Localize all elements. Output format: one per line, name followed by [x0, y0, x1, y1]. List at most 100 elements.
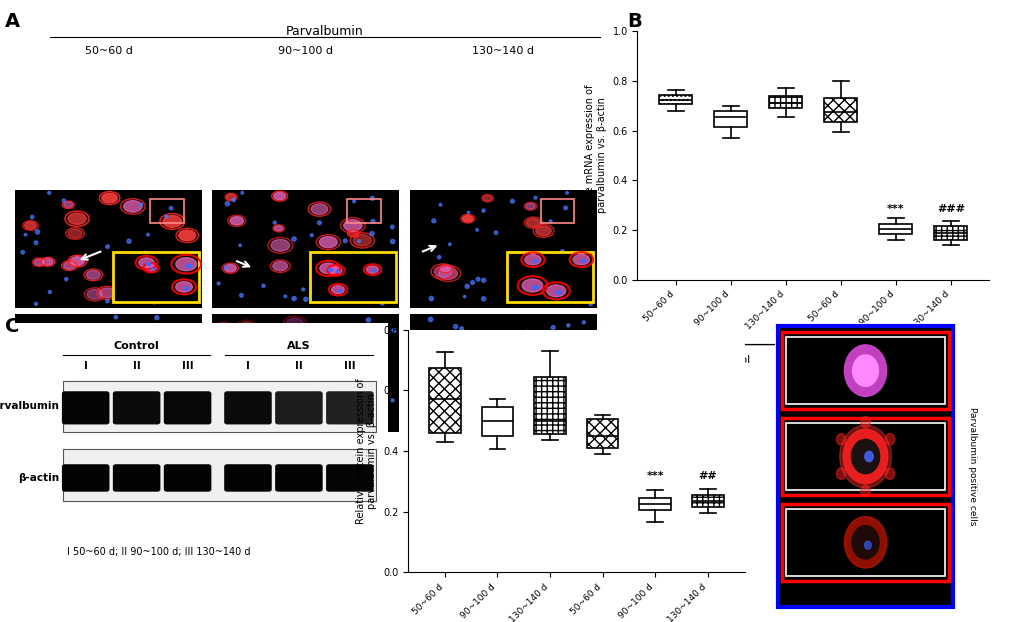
- Point: [225, 195, 242, 205]
- Point: [93, 370, 109, 380]
- Circle shape: [535, 226, 550, 236]
- Bar: [786, 423, 944, 490]
- Point: [230, 417, 247, 427]
- Point: [475, 294, 491, 304]
- Point: [158, 211, 174, 221]
- Text: ##: ##: [698, 471, 716, 481]
- PathPatch shape: [691, 495, 722, 507]
- Point: [140, 230, 156, 239]
- Circle shape: [860, 485, 869, 496]
- Point: [364, 229, 380, 239]
- Circle shape: [111, 340, 123, 348]
- Circle shape: [851, 526, 878, 559]
- Point: [427, 412, 443, 422]
- Point: [423, 294, 439, 304]
- Point: [163, 203, 179, 213]
- Point: [154, 387, 170, 397]
- Y-axis label: Relative protein expression of
parvalbumin vs. β-actin: Relative protein expression of parvalbum…: [356, 378, 377, 524]
- Point: [292, 389, 309, 399]
- Circle shape: [463, 215, 473, 222]
- Point: [384, 396, 400, 406]
- Text: II: II: [132, 361, 141, 371]
- FancyBboxPatch shape: [275, 464, 322, 491]
- Point: [42, 287, 58, 297]
- Circle shape: [419, 387, 431, 395]
- Circle shape: [438, 267, 457, 279]
- Circle shape: [347, 271, 360, 278]
- Point: [314, 367, 330, 377]
- Point: [302, 387, 318, 397]
- Circle shape: [178, 256, 187, 262]
- Circle shape: [348, 231, 358, 236]
- Point: [28, 238, 44, 248]
- Point: [529, 376, 545, 386]
- Circle shape: [63, 262, 75, 269]
- FancyBboxPatch shape: [326, 464, 373, 491]
- PathPatch shape: [659, 95, 692, 104]
- Circle shape: [319, 236, 337, 248]
- Circle shape: [453, 337, 471, 348]
- Circle shape: [24, 222, 36, 229]
- Circle shape: [555, 291, 561, 294]
- Point: [285, 294, 302, 304]
- Point: [337, 249, 354, 259]
- Circle shape: [860, 417, 869, 428]
- Circle shape: [483, 195, 491, 201]
- Circle shape: [331, 285, 344, 294]
- Circle shape: [102, 193, 117, 203]
- Point: [209, 356, 225, 366]
- Circle shape: [224, 264, 236, 272]
- Circle shape: [526, 203, 535, 209]
- Point: [218, 262, 234, 272]
- Point: [428, 407, 444, 417]
- FancyBboxPatch shape: [113, 464, 160, 491]
- Circle shape: [328, 268, 332, 271]
- Text: Control: Control: [114, 341, 159, 351]
- Text: 100μM: 100μM: [539, 415, 559, 420]
- Point: [119, 369, 136, 379]
- Point: [125, 420, 142, 430]
- Point: [283, 324, 300, 334]
- Circle shape: [64, 202, 72, 208]
- Circle shape: [434, 266, 451, 277]
- Text: ###: ###: [935, 204, 964, 214]
- Point: [233, 290, 250, 300]
- Point: [125, 413, 142, 423]
- Point: [138, 248, 154, 258]
- Point: [24, 212, 41, 222]
- Point: [308, 338, 324, 348]
- Point: [41, 416, 57, 426]
- Point: [374, 298, 390, 308]
- Point: [308, 414, 324, 424]
- Point: [277, 416, 293, 426]
- Point: [343, 264, 360, 274]
- Point: [239, 336, 256, 346]
- Point: [540, 283, 556, 293]
- Circle shape: [884, 468, 894, 480]
- Point: [384, 222, 400, 232]
- Text: I: I: [246, 361, 250, 371]
- Circle shape: [68, 213, 86, 225]
- Point: [453, 323, 470, 333]
- Point: [81, 335, 97, 345]
- Bar: [346, 199, 380, 223]
- FancyBboxPatch shape: [62, 464, 109, 491]
- Circle shape: [306, 337, 317, 344]
- Circle shape: [108, 344, 120, 351]
- Bar: [63, 381, 376, 432]
- Point: [35, 404, 51, 414]
- Text: II: II: [294, 361, 303, 371]
- Point: [118, 417, 135, 427]
- Point: [150, 368, 166, 378]
- Circle shape: [286, 318, 303, 329]
- Point: [322, 417, 338, 427]
- Point: [124, 321, 141, 331]
- Point: [30, 227, 46, 237]
- FancyBboxPatch shape: [224, 464, 271, 491]
- Circle shape: [151, 350, 164, 358]
- Point: [422, 314, 438, 324]
- Bar: [150, 199, 183, 223]
- Point: [219, 199, 235, 209]
- Circle shape: [556, 256, 567, 262]
- Point: [98, 397, 114, 407]
